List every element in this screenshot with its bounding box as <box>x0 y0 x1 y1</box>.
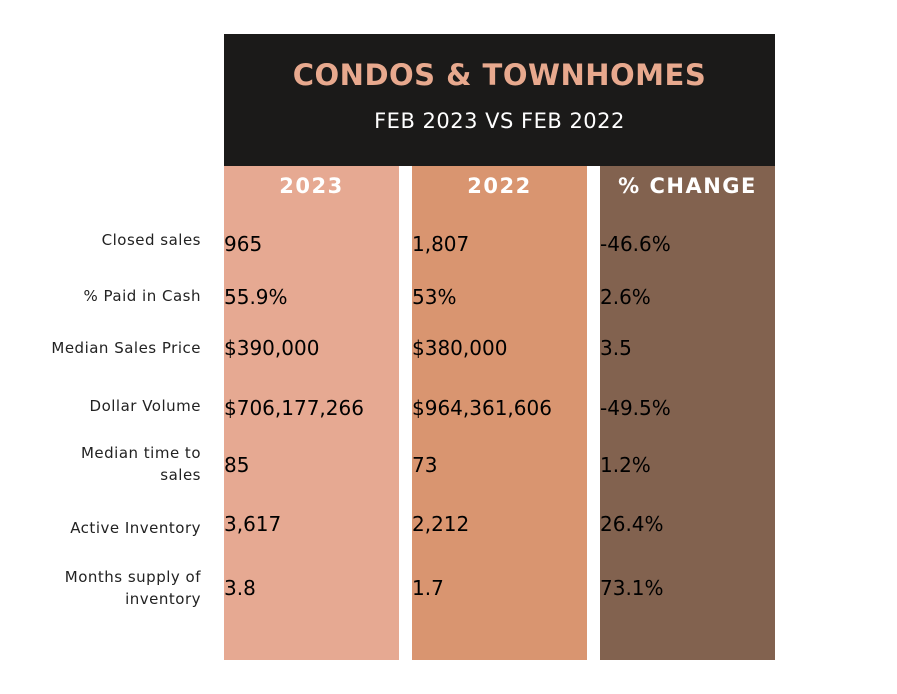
cell-v2022: $380,000 <box>412 336 508 360</box>
cell-change: 3.5 <box>600 336 632 360</box>
column-header: 2022 <box>467 174 532 198</box>
cell-v2023: $706,177,266 <box>224 396 364 420</box>
cell-v2022: 1,807 <box>412 232 470 256</box>
row-label: Months supply of inventory <box>64 568 201 608</box>
page-title: CONDOS & TOWNHOMES <box>292 58 707 92</box>
row-label: Median Sales Price <box>51 339 201 357</box>
cell-change: -49.5% <box>600 396 671 420</box>
cell-v2023: 85 <box>224 453 250 477</box>
column-header: 2023 <box>279 174 344 198</box>
cell-change: -46.6% <box>600 232 671 256</box>
cell-change: 26.4% <box>600 512 664 536</box>
cell-v2023: 55.9% <box>224 285 288 309</box>
cell-v2022: $964,361,606 <box>412 396 552 420</box>
cell-v2022: 1.7 <box>412 576 444 600</box>
cell-v2023: 965 <box>224 232 263 256</box>
row-label: Active Inventory <box>70 519 201 537</box>
header-banner: CONDOS & TOWNHOMES FEB 2023 VS FEB 2022 <box>224 34 775 166</box>
cell-v2023: 3.8 <box>224 576 256 600</box>
column-change: % CHANGE <box>600 166 775 660</box>
column-header: % CHANGE <box>618 174 757 198</box>
column-2023: 2023 <box>224 166 399 660</box>
cell-v2022: 73 <box>412 453 438 477</box>
cell-change: 1.2% <box>600 453 651 477</box>
row-label: % Paid in Cash <box>83 287 201 305</box>
cell-v2022: 53% <box>412 285 457 309</box>
row-label: Median time to sales <box>80 444 201 484</box>
cell-v2022: 2,212 <box>412 512 470 536</box>
column-2022: 2022 <box>412 166 587 660</box>
cell-v2023: $390,000 <box>224 336 320 360</box>
page-subtitle: FEB 2023 VS FEB 2022 <box>374 109 625 133</box>
row-label: Closed sales <box>101 231 201 249</box>
row-label: Dollar Volume <box>89 397 201 415</box>
cell-change: 73.1% <box>600 576 664 600</box>
cell-change: 2.6% <box>600 285 651 309</box>
cell-v2023: 3,617 <box>224 512 282 536</box>
